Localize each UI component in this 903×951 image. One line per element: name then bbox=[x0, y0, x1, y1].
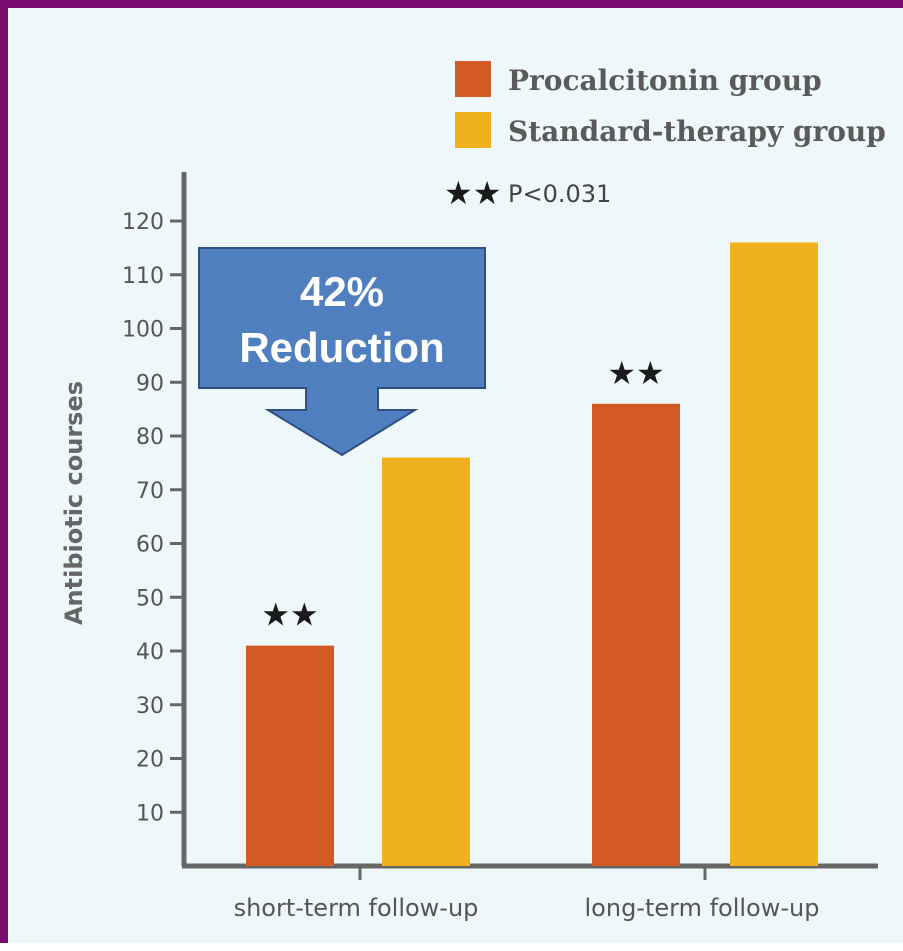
y-tick-label: 120 bbox=[122, 210, 164, 235]
y-tick-label: 70 bbox=[136, 479, 164, 504]
y-tick-label: 60 bbox=[136, 533, 164, 558]
y-tick-label: 50 bbox=[136, 586, 164, 611]
legend-swatch bbox=[455, 112, 491, 148]
bar-chart: Procalcitonin group Standard-therapy grou… bbox=[60, 61, 886, 922]
y-tick-label: 110 bbox=[122, 264, 164, 289]
y-tick-label: 40 bbox=[136, 640, 164, 665]
legend: Procalcitonin group Standard-therapy grou… bbox=[455, 61, 886, 148]
y-tick-label: 20 bbox=[136, 748, 164, 773]
annotations: ★★★★★★ P<0.031 bbox=[261, 174, 664, 634]
callout-percent: 42% bbox=[300, 268, 384, 315]
significance-key-stars: ★★ bbox=[444, 174, 501, 212]
legend-label: Procalcitonin group bbox=[508, 64, 822, 97]
legend-label: Standard-therapy group bbox=[508, 115, 886, 148]
reduction-callout: 42% Reduction bbox=[198, 247, 486, 457]
standard-therapy-bar bbox=[730, 242, 818, 866]
significance-stars: ★★ bbox=[607, 354, 664, 392]
y-tick-label: 30 bbox=[136, 694, 164, 719]
procalcitonin-bar bbox=[592, 403, 680, 866]
procalcitonin-bar bbox=[246, 645, 334, 866]
y-axis-title: Antibiotic courses bbox=[60, 381, 88, 625]
x-category-label: short-term follow-up bbox=[234, 894, 479, 922]
y-tick-label: 90 bbox=[136, 371, 164, 396]
y-tick-label: 80 bbox=[136, 425, 164, 450]
standard-therapy-bar bbox=[382, 457, 470, 866]
bars bbox=[246, 242, 818, 866]
legend-swatch bbox=[455, 61, 491, 97]
y-tick-label: 100 bbox=[122, 318, 164, 343]
callout-arrow-shape bbox=[198, 247, 486, 457]
y-tick-label: 10 bbox=[136, 801, 164, 826]
x-category-label: long-term follow-up bbox=[585, 894, 820, 922]
callout-reduction: Reduction bbox=[239, 324, 444, 371]
significance-stars: ★★ bbox=[261, 596, 318, 634]
significance-key-label: P<0.031 bbox=[508, 180, 611, 208]
